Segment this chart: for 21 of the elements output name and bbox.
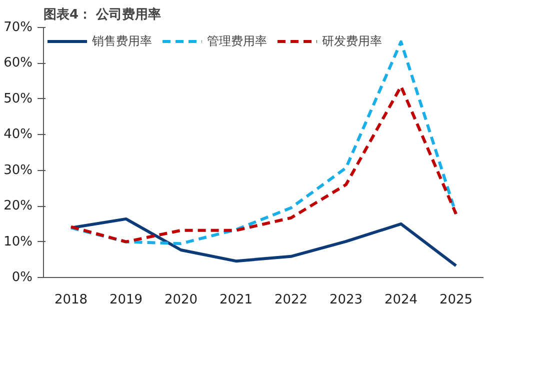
chart-title: 图表4： 公司费用率 xyxy=(44,6,162,22)
legend-label: 管理费用率 xyxy=(207,32,267,50)
y-tick-label: 50% xyxy=(4,91,33,106)
y-tick-label: 10% xyxy=(4,234,33,250)
y-tick-label: 60% xyxy=(4,56,33,71)
y-tick-label: 20% xyxy=(4,198,33,214)
x-tick-label: 2023 xyxy=(329,292,363,308)
line-series xyxy=(70,84,458,244)
x-tick-label: 2025 xyxy=(439,292,473,308)
y-tick-label: 0% xyxy=(12,270,32,285)
y-tick-label: 70% xyxy=(4,20,33,35)
legend-label: 研发费用率 xyxy=(322,32,382,50)
x-tick-label: 2018 xyxy=(54,292,88,308)
x-tick-label: 2022 xyxy=(274,292,308,308)
x-tick-label: 2020 xyxy=(164,292,198,308)
y-tick-label: 40% xyxy=(4,127,33,142)
legend-label: 销售费用率 xyxy=(92,32,152,50)
x-tick-label: 2019 xyxy=(109,292,143,308)
x-tick-label: 2024 xyxy=(384,292,418,308)
x-tick-label: 2021 xyxy=(219,292,253,308)
y-tick-label: 30% xyxy=(4,162,33,178)
